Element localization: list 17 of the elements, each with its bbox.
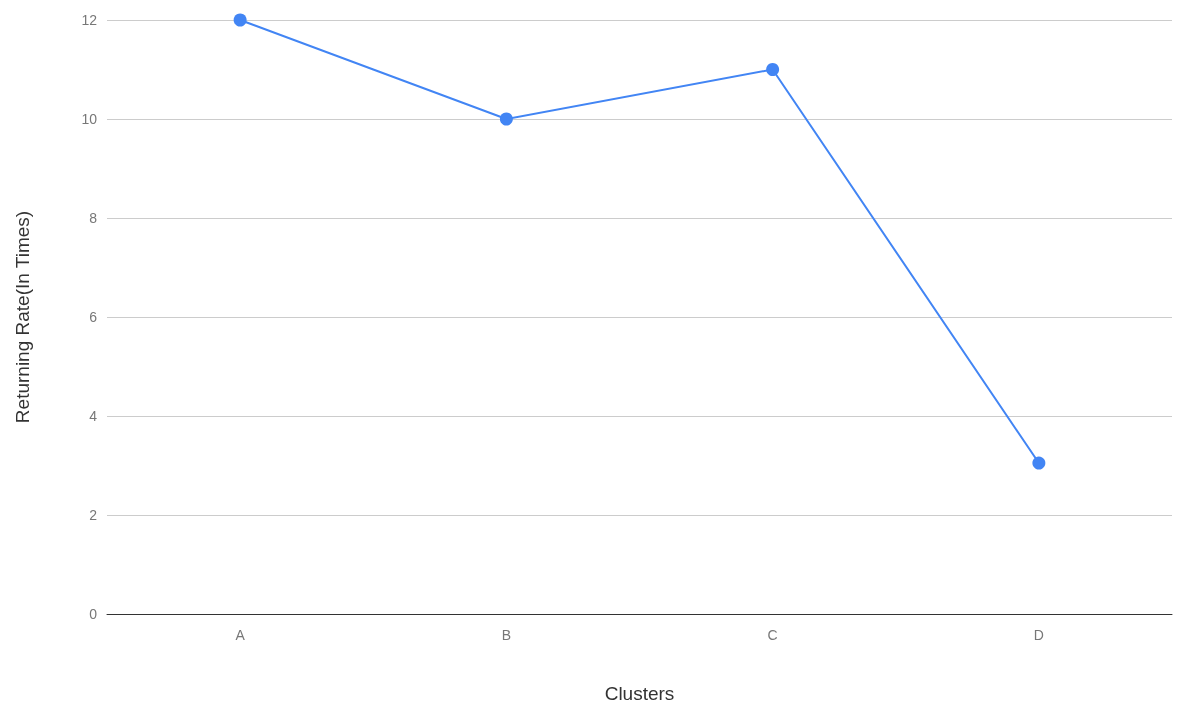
point	[1032, 456, 1046, 470]
x-tick-label: A	[235, 627, 246, 643]
y-tick-label: 10	[81, 111, 98, 127]
x-axis-title: Clusters	[604, 683, 675, 704]
y-tick-label: 12	[81, 12, 98, 28]
x-tick-label: D	[1033, 627, 1044, 643]
y-tick-label: 4	[89, 408, 98, 424]
point	[499, 112, 513, 126]
y-tick-label: 6	[89, 309, 98, 325]
x-tick-label: B	[501, 627, 512, 643]
y-axis-title: Returning Rate(In Times)	[12, 210, 33, 424]
y-tick-label: 0	[89, 606, 98, 622]
y-tick-label: 8	[89, 210, 98, 226]
y-tick-label: 2	[89, 507, 98, 523]
point	[766, 63, 780, 76]
point	[233, 13, 247, 27]
x-tick-label: C	[767, 627, 778, 643]
